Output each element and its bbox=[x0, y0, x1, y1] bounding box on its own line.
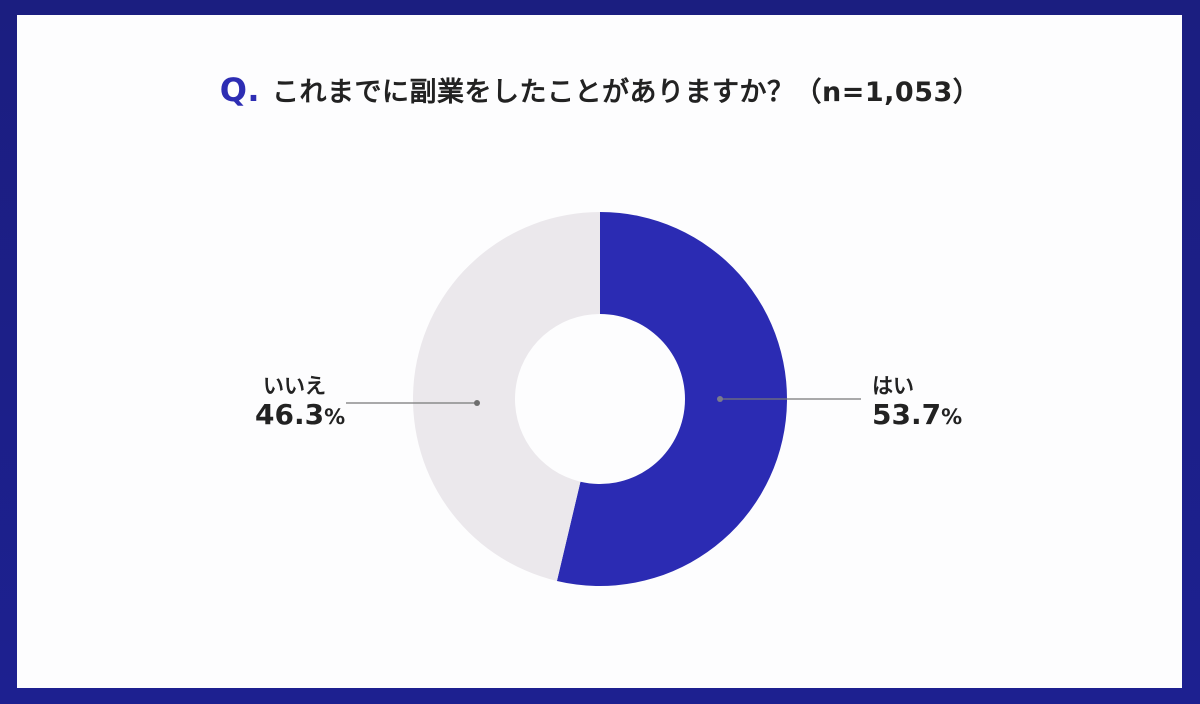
label-no-name: いいえ bbox=[263, 374, 326, 398]
question-text: これまでに副業をしたことがありますか？（n=1,053） bbox=[272, 77, 981, 108]
chart-title: Q. これまでに副業をしたことがありますか？（n=1,053） bbox=[0, 70, 1200, 109]
label-yes-name: はい bbox=[872, 374, 914, 398]
label-no-percent: 46.3% bbox=[255, 398, 346, 431]
donut-slice-yes bbox=[556, 212, 787, 586]
label-yes: はい 53.7% bbox=[872, 370, 962, 431]
label-no: いいえ 46.3% bbox=[255, 370, 345, 431]
label-yes-percent: 53.7% bbox=[872, 398, 963, 431]
leader-dot-no bbox=[474, 400, 480, 406]
q-marker: Q. bbox=[219, 71, 261, 109]
leader-dot-yes bbox=[717, 396, 723, 402]
donut-slice-no bbox=[413, 212, 600, 581]
